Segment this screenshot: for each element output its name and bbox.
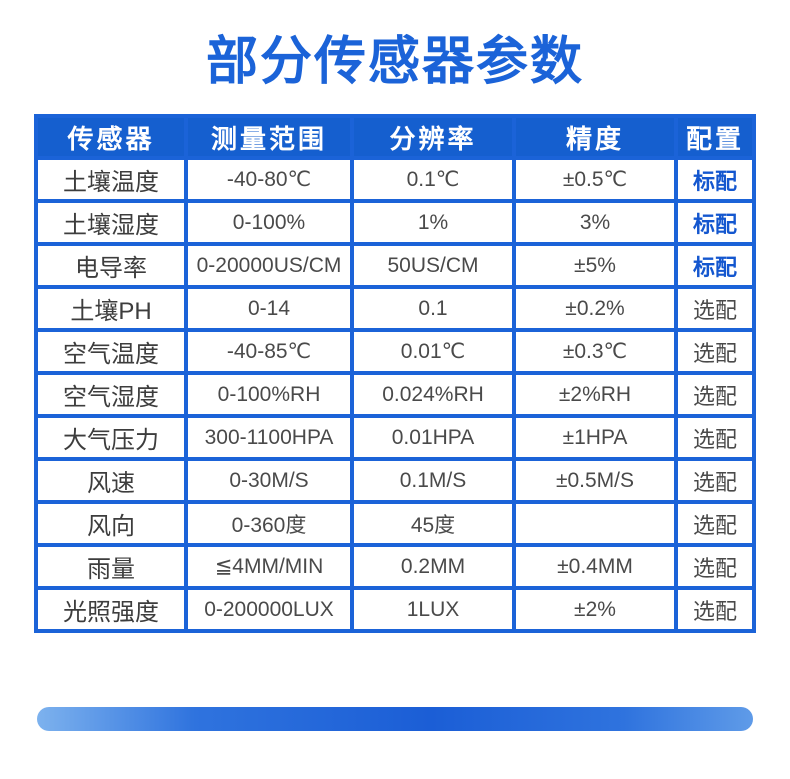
table-row: 电导率 0-20000US/CM 50US/CM ±5% 标配: [34, 242, 756, 289]
table-row: 风向 0-360度 45度 选配: [34, 500, 756, 547]
range-cell: 0-100%RH: [184, 371, 354, 418]
page-title: 部分传感器参数: [205, 33, 584, 91]
col-header-resolution: 分辨率: [350, 114, 516, 160]
resolution-cell: 50US/CM: [350, 242, 516, 289]
range-cell: 300-1100HPA: [184, 414, 354, 461]
table-row: 光照强度 0-200000LUX 1LUX ±2% 选配: [34, 586, 756, 633]
config-cell: 选配: [674, 457, 756, 504]
sensor-name-cell: 土壤PH: [34, 285, 188, 332]
config-cell: 选配: [674, 500, 756, 547]
resolution-cell: 0.2MM: [350, 543, 516, 590]
accuracy-cell: ±1HPA: [512, 414, 678, 461]
accuracy-cell: ±0.4MM: [512, 543, 678, 590]
table-row: 雨量 ≦4MM/MIN 0.2MM ±0.4MM 选配: [34, 543, 756, 590]
resolution-cell: 0.024%RH: [350, 371, 516, 418]
accuracy-cell: ±0.2%: [512, 285, 678, 332]
sensor-name-cell: 空气湿度: [34, 371, 188, 418]
footer-accent-bar: [37, 707, 753, 731]
range-cell: -40-80℃: [184, 156, 354, 203]
accuracy-cell: [512, 500, 678, 547]
resolution-cell: 0.1: [350, 285, 516, 332]
config-cell: 标配: [674, 156, 756, 203]
sensor-name-cell: 电导率: [34, 242, 188, 289]
range-cell: ≦4MM/MIN: [184, 543, 354, 590]
config-cell: 选配: [674, 328, 756, 375]
col-header-accuracy: 精度: [512, 114, 678, 160]
range-cell: 0-14: [184, 285, 354, 332]
col-header-config: 配置: [674, 114, 756, 160]
resolution-cell: 0.1M/S: [350, 457, 516, 504]
col-header-sensor: 传感器: [34, 114, 188, 160]
resolution-cell: 1LUX: [350, 586, 516, 633]
sensor-name-cell: 土壤湿度: [34, 199, 188, 246]
sensor-spec-table: 传感器 测量范围 分辨率 精度 配置 土壤温度 -40-80℃ 0.1℃ ±0.5℃ 标…: [34, 114, 756, 633]
range-cell: 0-30M/S: [184, 457, 354, 504]
config-cell: 标配: [674, 242, 756, 289]
sensor-name-cell: 空气温度: [34, 328, 188, 375]
resolution-cell: 45度: [350, 500, 516, 547]
range-cell: 0-100%: [184, 199, 354, 246]
table-row: 大气压力 300-1100HPA 0.01HPA ±1HPA 选配: [34, 414, 756, 461]
config-cell: 选配: [674, 543, 756, 590]
range-cell: 0-200000LUX: [184, 586, 354, 633]
col-header-range: 测量范围: [184, 114, 354, 160]
config-cell: 标配: [674, 199, 756, 246]
table-header-row: 传感器 测量范围 分辨率 精度 配置: [34, 114, 756, 160]
config-cell: 选配: [674, 285, 756, 332]
resolution-cell: 0.01HPA: [350, 414, 516, 461]
resolution-cell: 0.01℃: [350, 328, 516, 375]
table-row: 土壤温度 -40-80℃ 0.1℃ ±0.5℃ 标配: [34, 156, 756, 203]
sensor-name-cell: 大气压力: [34, 414, 188, 461]
accuracy-cell: ±0.5M/S: [512, 457, 678, 504]
accuracy-cell: 3%: [512, 199, 678, 246]
sensor-name-cell: 雨量: [34, 543, 188, 590]
table-row: 土壤PH 0-14 0.1 ±0.2% 选配: [34, 285, 756, 332]
table-row: 土壤湿度 0-100% 1% 3% 标配: [34, 199, 756, 246]
table-row: 空气温度 -40-85℃ 0.01℃ ±0.3℃ 选配: [34, 328, 756, 375]
sensor-name-cell: 土壤温度: [34, 156, 188, 203]
sensor-name-cell: 光照强度: [34, 586, 188, 633]
table-row: 空气湿度 0-100%RH 0.024%RH ±2%RH 选配: [34, 371, 756, 418]
resolution-cell: 1%: [350, 199, 516, 246]
table-row: 风速 0-30M/S 0.1M/S ±0.5M/S 选配: [34, 457, 756, 504]
sensor-name-cell: 风速: [34, 457, 188, 504]
range-cell: -40-85℃: [184, 328, 354, 375]
sensor-table-body: 土壤温度 -40-80℃ 0.1℃ ±0.5℃ 标配 土壤湿度 0-100% 1% 3% 标配 电导…: [34, 156, 756, 633]
config-cell: 选配: [674, 371, 756, 418]
range-cell: 0-360度: [184, 500, 354, 547]
resolution-cell: 0.1℃: [350, 156, 516, 203]
accuracy-cell: ±0.3℃: [512, 328, 678, 375]
config-cell: 选配: [674, 586, 756, 633]
sensor-name-cell: 风向: [34, 500, 188, 547]
accuracy-cell: ±2%: [512, 586, 678, 633]
config-cell: 选配: [674, 414, 756, 461]
accuracy-cell: ±5%: [512, 242, 678, 289]
accuracy-cell: ±0.5℃: [512, 156, 678, 203]
range-cell: 0-20000US/CM: [184, 242, 354, 289]
accuracy-cell: ±2%RH: [512, 371, 678, 418]
